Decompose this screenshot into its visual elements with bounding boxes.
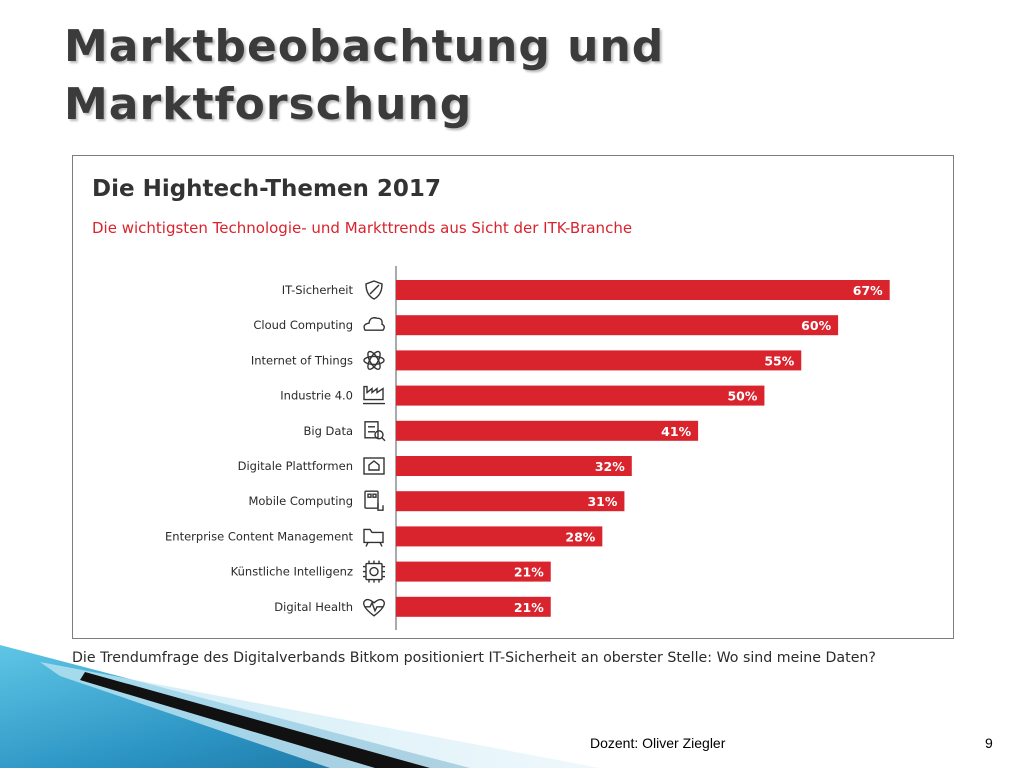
data-label: 67% bbox=[853, 283, 883, 298]
category-label: Cloud Computing bbox=[253, 318, 353, 332]
platform-house-icon bbox=[363, 457, 385, 475]
category-label: Big Data bbox=[304, 424, 354, 438]
category-label: Enterprise Content Management bbox=[165, 529, 353, 543]
chart-subtitle: Die wichtigsten Technologie- und Markttr… bbox=[92, 219, 632, 237]
data-label: 32% bbox=[595, 459, 625, 474]
category-label: Künstliche Intelligenz bbox=[231, 565, 353, 579]
chip-icon bbox=[363, 560, 385, 583]
bar bbox=[396, 385, 765, 406]
slide-title: Marktbeobachtung und Marktforschung bbox=[64, 18, 664, 134]
bar bbox=[396, 491, 625, 512]
data-search-icon bbox=[364, 421, 386, 442]
bar bbox=[396, 315, 839, 336]
category-label: Industrie 4.0 bbox=[280, 389, 353, 403]
shield-icon bbox=[365, 280, 383, 300]
footer-lecturer: Dozent: Oliver Ziegler bbox=[590, 735, 726, 751]
page-number: 9 bbox=[985, 735, 993, 751]
chart-caption: Die Trendumfrage des Digitalverbands Bit… bbox=[72, 650, 876, 666]
chart-title: Die Hightech-Themen 2017 bbox=[92, 176, 441, 202]
atom-icon bbox=[363, 350, 385, 370]
heart-pulse-icon bbox=[363, 598, 385, 617]
category-label: Internet of Things bbox=[251, 353, 353, 367]
folder-icon bbox=[363, 528, 384, 547]
bar-chart: Die Hightech-Themen 2017 Die wichtigsten … bbox=[92, 176, 890, 630]
bar bbox=[396, 596, 551, 617]
data-label: 28% bbox=[565, 529, 595, 544]
data-label: 55% bbox=[764, 353, 794, 368]
bar bbox=[396, 456, 632, 476]
chart-frame: Die Hightech-Themen 2017 Die wichtigsten … bbox=[72, 155, 954, 639]
slide-title-line2: Marktforschung bbox=[64, 79, 473, 130]
data-label: 60% bbox=[801, 318, 831, 333]
data-label: 41% bbox=[661, 424, 691, 439]
category-label: IT-Sicherheit bbox=[282, 283, 354, 297]
factory-icon bbox=[363, 385, 385, 405]
category-label: Digitale Plattformen bbox=[238, 459, 353, 473]
bar bbox=[396, 561, 551, 582]
data-label: 31% bbox=[587, 494, 617, 509]
category-label: Mobile Computing bbox=[248, 494, 353, 508]
bar bbox=[396, 526, 603, 547]
data-label: 21% bbox=[514, 600, 544, 615]
swoosh-dark bbox=[80, 672, 430, 768]
category-label: Digital Health bbox=[274, 600, 353, 614]
swoosh-light bbox=[40, 662, 600, 768]
cloud-icon bbox=[363, 317, 385, 331]
data-label: 21% bbox=[514, 565, 544, 580]
data-label: 50% bbox=[727, 389, 757, 404]
bar bbox=[396, 420, 699, 441]
mobile-touch-icon bbox=[364, 490, 384, 511]
slide-title-line1: Marktbeobachtung und bbox=[64, 21, 665, 72]
bar bbox=[396, 280, 890, 300]
bar bbox=[396, 350, 802, 371]
